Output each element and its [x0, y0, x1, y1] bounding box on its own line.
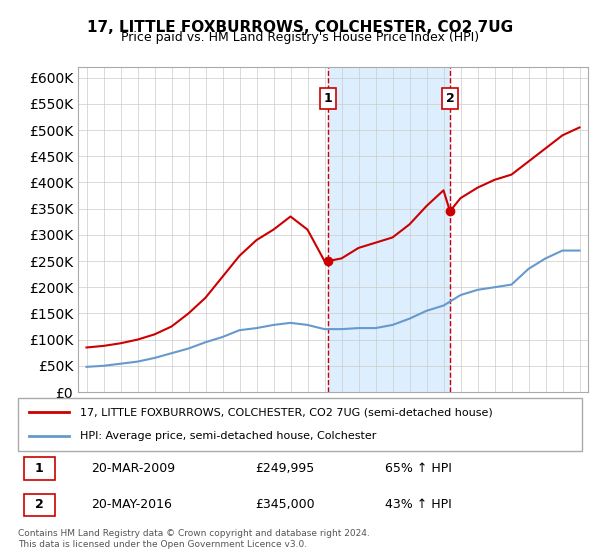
FancyBboxPatch shape [18, 398, 582, 451]
Bar [328, 67, 450, 392]
Text: 43% ↑ HPI: 43% ↑ HPI [385, 498, 451, 511]
Text: HPI: Average price, semi-detached house, Colchester: HPI: Average price, semi-detached house,… [80, 431, 376, 441]
FancyBboxPatch shape [23, 493, 55, 516]
Text: 65% ↑ HPI: 65% ↑ HPI [385, 462, 451, 475]
Text: 1: 1 [35, 462, 44, 475]
Text: Price paid vs. HM Land Registry's House Price Index (HPI): Price paid vs. HM Land Registry's House … [121, 31, 479, 44]
Text: 17, LITTLE FOXBURROWS, COLCHESTER, CO2 7UG: 17, LITTLE FOXBURROWS, COLCHESTER, CO2 7… [87, 20, 513, 35]
Text: 17, LITTLE FOXBURROWS, COLCHESTER, CO2 7UG (semi-detached house): 17, LITTLE FOXBURROWS, COLCHESTER, CO2 7… [80, 408, 493, 418]
Text: 20-MAY-2016: 20-MAY-2016 [91, 498, 172, 511]
FancyBboxPatch shape [23, 457, 55, 479]
Text: 1: 1 [324, 92, 332, 105]
Text: £249,995: £249,995 [255, 462, 314, 475]
Text: 2: 2 [446, 92, 454, 105]
Text: Contains HM Land Registry data © Crown copyright and database right 2024.
This d: Contains HM Land Registry data © Crown c… [18, 529, 370, 549]
Text: 2: 2 [35, 498, 44, 511]
Text: £345,000: £345,000 [255, 498, 314, 511]
Text: 20-MAR-2009: 20-MAR-2009 [91, 462, 175, 475]
